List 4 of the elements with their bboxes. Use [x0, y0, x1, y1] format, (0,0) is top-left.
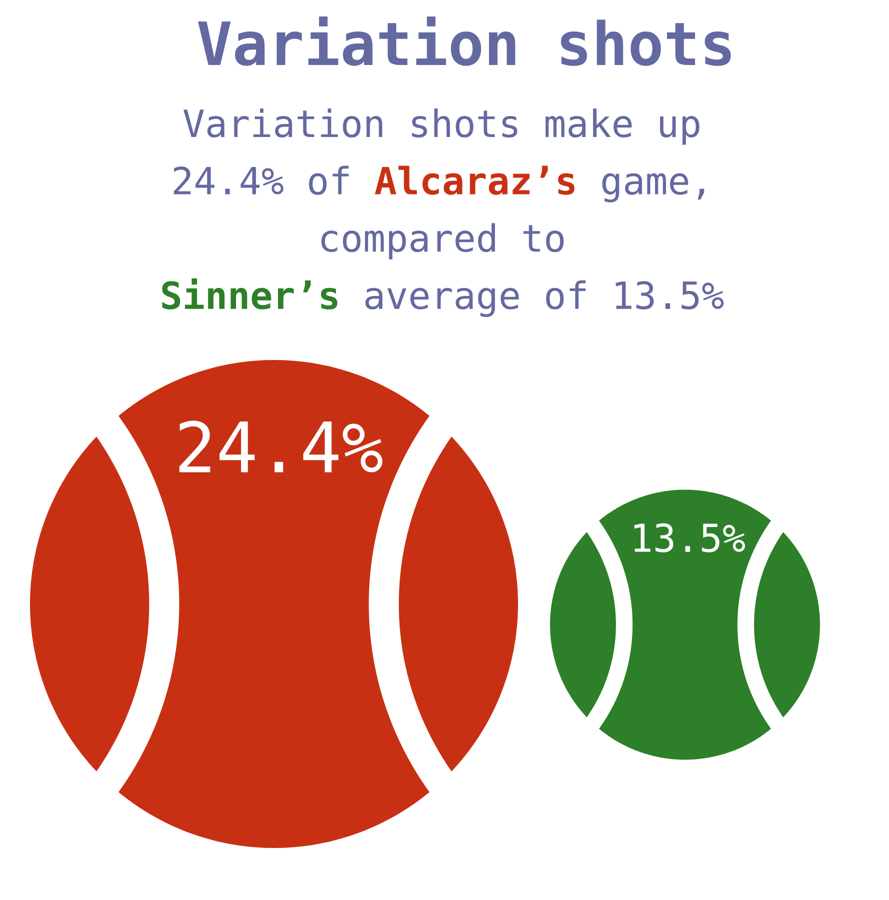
text: Variation shots [198, 16, 731, 66]
data-label: 24.4% [179, 420, 382, 472]
data-label: 13.5% [634, 523, 745, 552]
text: Variation shots make up 24.4% of Alcaraz’s game, compared to Sinner’s average of 13.5% [162, 108, 724, 317]
